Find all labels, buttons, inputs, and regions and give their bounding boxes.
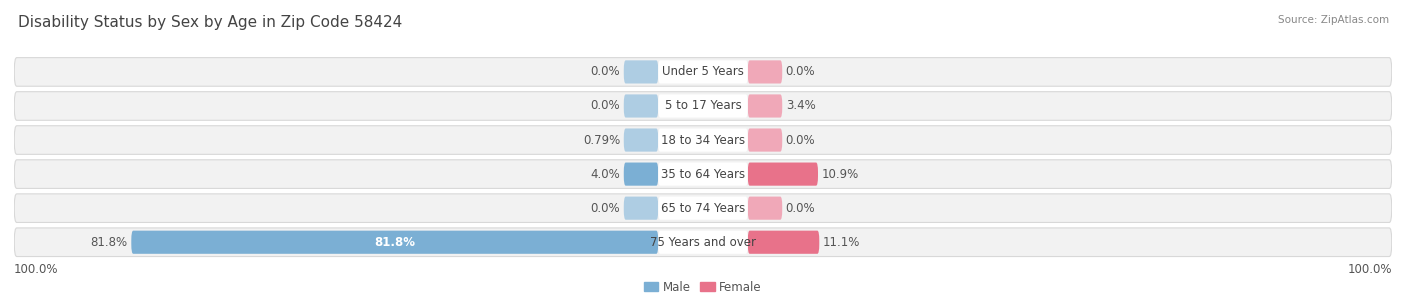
Text: 81.8%: 81.8% <box>91 236 128 249</box>
FancyBboxPatch shape <box>748 128 782 152</box>
FancyBboxPatch shape <box>14 194 1392 222</box>
FancyBboxPatch shape <box>748 60 782 84</box>
Text: 0.0%: 0.0% <box>786 134 815 146</box>
FancyBboxPatch shape <box>658 60 748 84</box>
FancyBboxPatch shape <box>658 128 748 152</box>
FancyBboxPatch shape <box>748 163 818 186</box>
Text: 0.0%: 0.0% <box>591 66 620 78</box>
FancyBboxPatch shape <box>14 160 1392 188</box>
FancyBboxPatch shape <box>658 163 748 186</box>
Text: Under 5 Years: Under 5 Years <box>662 66 744 78</box>
Legend: Male, Female: Male, Female <box>640 276 766 298</box>
Text: 10.9%: 10.9% <box>821 168 859 181</box>
FancyBboxPatch shape <box>658 197 748 220</box>
FancyBboxPatch shape <box>624 128 658 152</box>
Text: 4.0%: 4.0% <box>591 168 620 181</box>
FancyBboxPatch shape <box>624 197 658 220</box>
FancyBboxPatch shape <box>14 58 1392 86</box>
Text: 0.79%: 0.79% <box>583 134 620 146</box>
FancyBboxPatch shape <box>14 126 1392 154</box>
FancyBboxPatch shape <box>658 231 748 254</box>
Text: Source: ZipAtlas.com: Source: ZipAtlas.com <box>1278 15 1389 25</box>
FancyBboxPatch shape <box>658 95 748 117</box>
FancyBboxPatch shape <box>748 95 782 117</box>
Text: 18 to 34 Years: 18 to 34 Years <box>661 134 745 146</box>
Text: 0.0%: 0.0% <box>591 202 620 215</box>
Text: 100.0%: 100.0% <box>1347 263 1392 276</box>
FancyBboxPatch shape <box>131 231 658 254</box>
Text: 81.8%: 81.8% <box>374 236 415 249</box>
Text: 65 to 74 Years: 65 to 74 Years <box>661 202 745 215</box>
Text: 35 to 64 Years: 35 to 64 Years <box>661 168 745 181</box>
Text: 3.4%: 3.4% <box>786 99 815 113</box>
Text: 0.0%: 0.0% <box>591 99 620 113</box>
Text: 100.0%: 100.0% <box>14 263 59 276</box>
FancyBboxPatch shape <box>748 197 782 220</box>
Text: Disability Status by Sex by Age in Zip Code 58424: Disability Status by Sex by Age in Zip C… <box>18 15 402 30</box>
FancyBboxPatch shape <box>14 92 1392 120</box>
Text: 5 to 17 Years: 5 to 17 Years <box>665 99 741 113</box>
FancyBboxPatch shape <box>624 60 658 84</box>
Text: 0.0%: 0.0% <box>786 202 815 215</box>
FancyBboxPatch shape <box>748 231 820 254</box>
Text: 11.1%: 11.1% <box>823 236 860 249</box>
FancyBboxPatch shape <box>624 95 658 117</box>
Text: 0.0%: 0.0% <box>786 66 815 78</box>
FancyBboxPatch shape <box>14 228 1392 257</box>
Text: 75 Years and over: 75 Years and over <box>650 236 756 249</box>
FancyBboxPatch shape <box>624 163 658 186</box>
